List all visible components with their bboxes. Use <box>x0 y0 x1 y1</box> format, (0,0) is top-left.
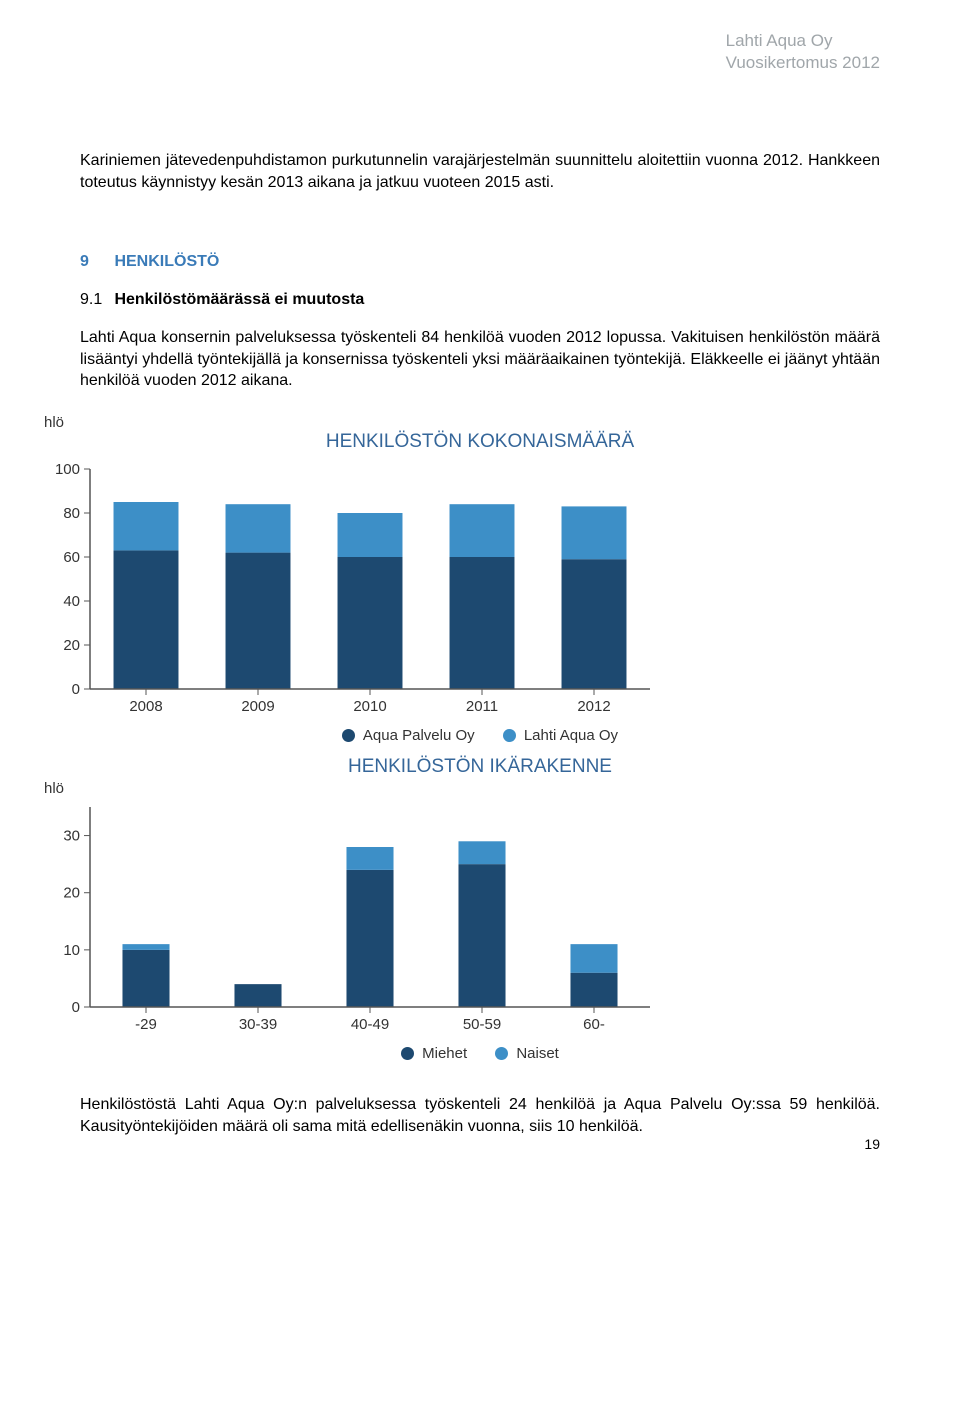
section-heading: 9 HENKILÖSTÖ <box>80 223 880 271</box>
body-paragraph: Lahti Aqua konsernin palveluksessa työsk… <box>80 327 880 392</box>
chart1-svg: 0 20 40 60 80 100 2008 2009 2010 2011 2012 <box>40 459 660 719</box>
subsection-heading: 9.1 Henkilöstömäärässä ei muutosta <box>80 291 880 309</box>
chart2-svg: 0 10 20 30 -29 30-39 40-49 50-59 60- <box>40 797 660 1037</box>
chart1-legend-item-1: Lahti Aqua Oy <box>503 727 618 744</box>
chart2-legend-item-1: Naiset <box>495 1045 559 1062</box>
chart2-legend-dot-1 <box>495 1047 508 1060</box>
chart2-legend-label-1: Naiset <box>516 1045 559 1062</box>
svg-text:2008: 2008 <box>129 698 162 715</box>
svg-text:60: 60 <box>63 549 80 566</box>
svg-text:40: 40 <box>63 593 80 610</box>
chart1-legend-dot-0 <box>342 729 355 742</box>
chart1-legend-label-0: Aqua Palvelu Oy <box>363 727 475 744</box>
chart2-legend-dot-0 <box>401 1047 414 1060</box>
section-number: 9 <box>80 253 110 271</box>
svg-text:2011: 2011 <box>466 698 498 715</box>
svg-text:40-49: 40-49 <box>351 1016 389 1033</box>
chart-age-structure: HENKILÖSTÖN IKÄRAKENNE hlö 0 10 20 30 -29 30-… <box>40 756 880 1064</box>
page-number: 19 <box>864 1136 880 1152</box>
header-report: Vuosikertomus 2012 <box>726 52 880 74</box>
chart1-legend-item-0: Aqua Palvelu Oy <box>342 727 475 744</box>
svg-text:10: 10 <box>63 942 80 959</box>
chart-total-headcount: hlö HENKILÖSTÖN KOKONAISMÄÄRÄ 0 20 40 60 80 1… <box>40 414 880 746</box>
chart1-yaxis-label: hlö <box>44 414 880 431</box>
svg-text:2012: 2012 <box>577 698 610 715</box>
subsection-number: 9.1 <box>80 291 110 309</box>
footer-paragraph: Henkilöstöstä Lahti Aqua Oy:n palvelukse… <box>80 1094 880 1137</box>
section-title: HENKILÖSTÖ <box>114 253 219 271</box>
svg-text:50-59: 50-59 <box>463 1016 501 1033</box>
chart1-legend-label-1: Lahti Aqua Oy <box>524 727 618 744</box>
svg-text:2010: 2010 <box>353 698 386 715</box>
svg-text:-29: -29 <box>135 1016 157 1033</box>
chart1-title: HENKILÖSTÖN KOKONAISMÄÄRÄ <box>40 431 880 453</box>
chart1-legend: Aqua Palvelu Oy Lahti Aqua Oy <box>40 727 880 746</box>
subsection-title: Henkilöstömäärässä ei muutosta <box>114 291 364 308</box>
page-header: Lahti Aqua Oy Vuosikertomus 2012 <box>726 30 880 74</box>
chart2-legend-item-0: Miehet <box>401 1045 467 1062</box>
svg-text:0: 0 <box>72 681 80 698</box>
chart2-yaxis-label: hlö <box>44 780 880 797</box>
svg-text:20: 20 <box>63 637 80 654</box>
chart2-legend: Miehet Naiset <box>40 1045 880 1064</box>
header-company: Lahti Aqua Oy <box>726 30 880 52</box>
chart1-legend-dot-1 <box>503 729 516 742</box>
svg-text:30-39: 30-39 <box>239 1016 277 1033</box>
chart2-title: HENKILÖSTÖN IKÄRAKENNE <box>40 756 880 778</box>
svg-text:80: 80 <box>63 505 80 522</box>
svg-text:30: 30 <box>63 828 80 845</box>
chart2-legend-label-0: Miehet <box>422 1045 467 1062</box>
svg-text:60-: 60- <box>583 1016 605 1033</box>
intro-paragraph: Kariniemen jätevedenpuhdistamon purkutun… <box>80 150 880 193</box>
svg-text:2009: 2009 <box>241 698 274 715</box>
svg-text:100: 100 <box>55 461 80 478</box>
svg-text:20: 20 <box>63 885 80 902</box>
svg-text:0: 0 <box>72 999 80 1016</box>
